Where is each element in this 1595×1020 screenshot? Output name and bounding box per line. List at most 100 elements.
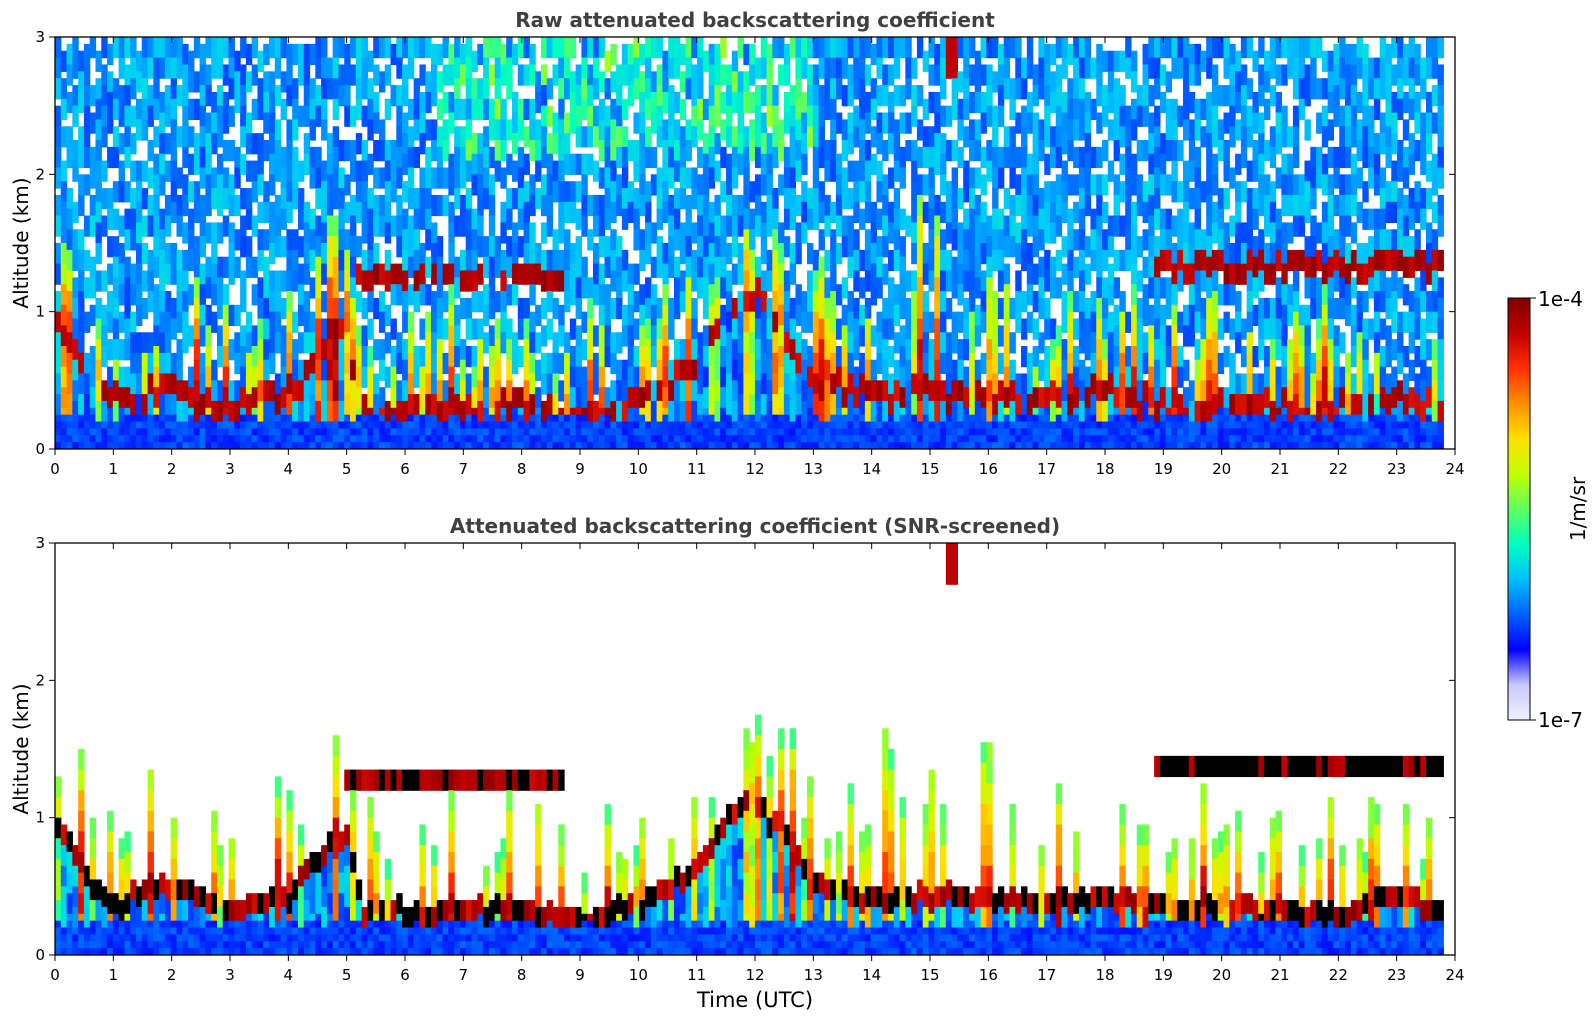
heatmap-cell — [413, 208, 421, 230]
heatmap-cell — [558, 442, 565, 449]
heatmap-cell — [546, 318, 554, 340]
heatmap-cell — [916, 380, 924, 402]
heatmap-cell — [1275, 133, 1282, 155]
heatmap-cell — [1159, 229, 1167, 251]
heatmap-cell — [1067, 414, 1074, 423]
heatmap-cell — [893, 359, 901, 381]
heatmap-cell — [1102, 428, 1109, 436]
heatmap-cell — [1316, 339, 1323, 361]
heatmap-cell — [575, 366, 583, 388]
heatmap-cell — [147, 57, 154, 79]
heatmap-cell — [754, 85, 762, 107]
heatmap-cell — [853, 249, 860, 272]
heatmap-cell — [303, 332, 311, 354]
heatmap-cell — [1281, 37, 1288, 59]
heatmap-cell — [604, 50, 611, 72]
heatmap-cell — [1200, 50, 1207, 72]
heatmap-cell — [315, 256, 322, 278]
heatmap-cell — [1275, 387, 1282, 409]
heatmap-cell — [546, 133, 554, 155]
heatmap-cell — [963, 339, 970, 361]
heatmap-cell — [575, 256, 583, 278]
heatmap-cell — [280, 71, 287, 93]
heatmap-cell — [569, 428, 577, 436]
heatmap-cell — [731, 359, 739, 381]
heatmap-cell — [245, 421, 253, 429]
heatmap-cell — [951, 140, 959, 162]
heatmap-cell — [679, 146, 687, 169]
heatmap-cell — [506, 359, 513, 381]
heatmap-cell — [436, 256, 444, 278]
heatmap-cell — [1026, 352, 1034, 375]
heatmap-cell — [1200, 339, 1207, 361]
heatmap-cell — [726, 428, 733, 436]
heatmap-cell — [662, 428, 669, 436]
heatmap-cell — [980, 407, 987, 416]
heatmap-cell — [182, 85, 189, 107]
heatmap-cell — [205, 428, 212, 436]
heatmap-cell — [1136, 174, 1144, 196]
heatmap-cell — [986, 277, 993, 299]
heatmap-cell — [332, 428, 340, 436]
heatmap-cell — [523, 435, 530, 443]
heatmap-cell — [292, 359, 299, 381]
heatmap-cell — [402, 64, 409, 86]
heatmap-cell — [1402, 428, 1410, 436]
heatmap-cell — [332, 78, 340, 100]
heatmap-cell — [199, 325, 206, 347]
heatmap-cell — [1327, 50, 1335, 72]
heatmap-cell — [269, 37, 276, 59]
heatmap-cell — [1009, 37, 1016, 59]
heatmap-cell — [130, 421, 137, 429]
heatmap-cell — [616, 126, 623, 148]
heatmap-cell — [610, 71, 617, 93]
heatmap-cell — [89, 414, 97, 423]
heatmap-cell — [968, 270, 976, 292]
heatmap-cell — [1379, 57, 1387, 79]
heatmap-cell — [517, 64, 525, 86]
heatmap-cell — [714, 194, 721, 217]
heatmap-cell — [824, 380, 831, 402]
heatmap-cell — [754, 174, 762, 196]
heatmap-cell — [835, 421, 843, 429]
heatmap-cell — [442, 91, 449, 114]
heatmap-cell — [1200, 181, 1207, 203]
heatmap-cell — [66, 394, 73, 416]
heatmap-cell — [772, 414, 779, 423]
heatmap-cell — [905, 112, 912, 134]
heatmap-cell — [344, 373, 351, 395]
heatmap-cell — [789, 85, 797, 107]
heatmap-cell — [367, 318, 374, 340]
heatmap-cell — [1292, 435, 1300, 443]
heatmap-cell — [78, 394, 85, 416]
heatmap-cell — [546, 105, 554, 127]
heatmap-cell — [558, 119, 565, 141]
heatmap-cell — [55, 797, 62, 819]
heatmap-cell — [1102, 50, 1109, 72]
heatmap-cell — [697, 256, 704, 278]
heatmap-cell — [216, 380, 224, 402]
heatmap-cell — [1125, 387, 1132, 409]
heatmap-cell — [1420, 318, 1427, 340]
heatmap-cell — [587, 105, 594, 127]
heatmap-cell — [754, 339, 762, 361]
heatmap-cell — [1350, 373, 1358, 395]
heatmap-cell — [107, 188, 114, 210]
heatmap-cell — [321, 222, 328, 244]
heatmap-cell — [1177, 105, 1184, 127]
heatmap-cell — [795, 78, 802, 100]
heatmap-cell — [673, 380, 681, 402]
heatmap-cell — [459, 380, 467, 402]
heatmap-cell — [1038, 359, 1045, 381]
heatmap-cell — [778, 64, 785, 86]
heatmap-cell — [350, 215, 357, 237]
heatmap-cell — [945, 394, 953, 416]
heatmap-cell — [517, 146, 525, 169]
heatmap-cell — [974, 380, 982, 402]
heatmap-cell — [321, 318, 328, 340]
heatmap-cell — [118, 105, 126, 127]
heatmap-cell — [968, 435, 976, 443]
heatmap-cell — [1223, 160, 1230, 182]
heatmap-cell — [1119, 394, 1126, 416]
heatmap-cell — [1321, 366, 1329, 388]
